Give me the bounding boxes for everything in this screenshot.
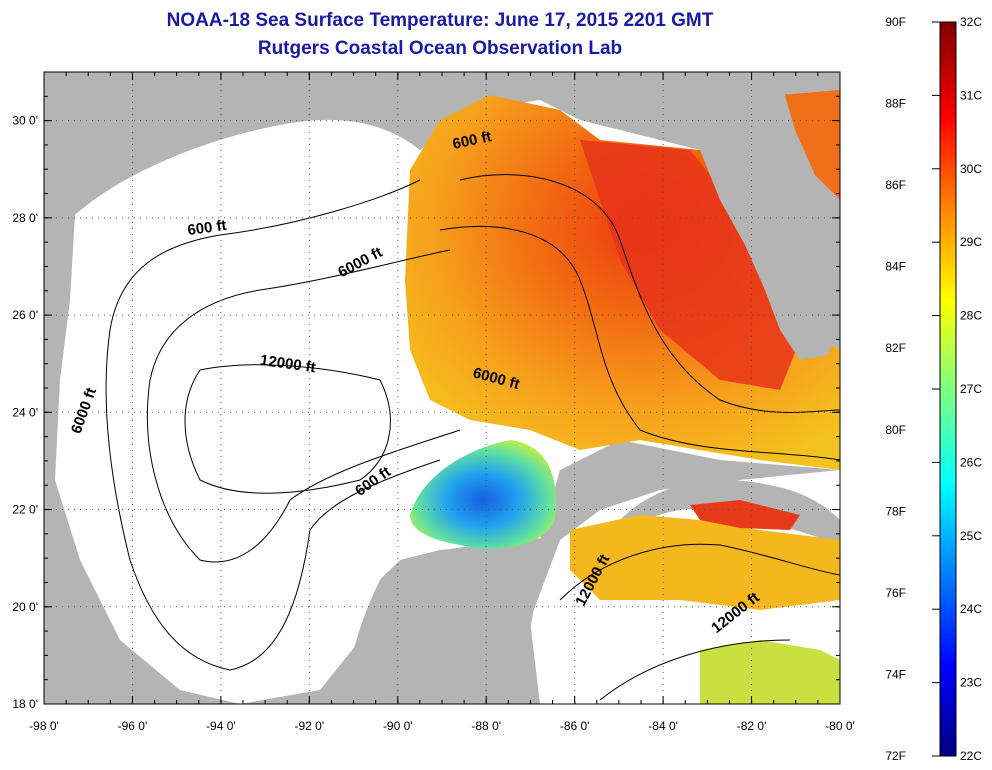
x-tick-label: -84 0': [648, 719, 678, 733]
colorbar-f-label: 86F: [885, 178, 906, 192]
sst-hot-shelf: [580, 140, 800, 390]
colorbar-f-label: 82F: [885, 341, 906, 355]
contour-6000ft-east: [439, 226, 840, 461]
contour-label: 600 ft: [186, 217, 227, 239]
contour-600ft-west: [105, 179, 441, 671]
colorbar-c-label: 28C: [960, 309, 982, 323]
x-tick-label: -94 0': [206, 719, 236, 733]
colorbar-c-label: 31C: [960, 88, 982, 102]
colorbar: [939, 21, 957, 757]
colorbar-c-label: 30C: [960, 162, 982, 176]
x-tick-label: -90 0': [383, 719, 413, 733]
y-tick-label: 28 0': [12, 211, 38, 225]
x-tick-label: -96 0': [118, 719, 148, 733]
y-tick-label: 18 0': [12, 697, 38, 711]
sst-florida-east: [778, 72, 840, 200]
y-tick-label: 24 0': [12, 405, 38, 419]
colorbar-f-label: 88F: [885, 97, 906, 111]
sst-caribbean: [570, 515, 840, 610]
colorbar-f-label: 78F: [885, 504, 906, 518]
contour-caribbean: [559, 543, 840, 701]
colorbar-f-label: 80F: [885, 423, 906, 437]
colorbar-f-label: 90F: [885, 15, 906, 29]
sst-cool-field: [410, 440, 557, 549]
contour-6000ft-west: [147, 249, 461, 563]
colorbar-c-label: 22C: [960, 749, 982, 763]
y-tick-label: 30 0': [12, 114, 38, 128]
axis-ticks: -98 0' -96 0' -94 0' -92 0' -90 0' -88 0' -86 …: [12, 71, 855, 733]
northern-coast-land: [280, 72, 840, 150]
yucatan-land: [340, 537, 545, 704]
x-tick-label: -88 0': [471, 719, 501, 733]
y-tick-label: 26 0': [12, 308, 38, 322]
x-tick-label: -86 0': [560, 719, 590, 733]
contour-600ft-east: [459, 174, 840, 413]
graticule: [44, 72, 840, 704]
colorbar-c-label: 27C: [960, 382, 982, 396]
colorbar-c-label: 26C: [960, 455, 982, 469]
colorbar-f-label: 72F: [885, 749, 906, 763]
x-tick-label: -98 0': [29, 719, 59, 733]
florida-land: [700, 140, 838, 360]
x-tick-label: -92 0': [295, 719, 325, 733]
map-title: NOAA-18 Sea Surface Temperature: June 17…: [166, 10, 714, 31]
sst-caribbean-hot: [690, 500, 800, 530]
colorbar-c-label: 32C: [960, 15, 982, 29]
colorbar-c-label: 24C: [960, 602, 982, 616]
colorbar-f-label: 74F: [885, 667, 906, 681]
map-subtitle: Rutgers Coastal Ocean Observation Lab: [257, 38, 623, 59]
contour-12000ft: [184, 364, 391, 494]
colorbar-c-label: 23C: [960, 676, 982, 690]
sst-caribbean-south: [700, 640, 840, 704]
x-tick-label: -82 0': [737, 719, 767, 733]
colorbar-labels: 90F 88F 86F 84F 82F 80F 78F 76F 74F 72F 32C 31C 30C 2…: [885, 15, 982, 763]
colorbar-f-label: 84F: [885, 260, 906, 274]
y-tick-label: 22 0': [12, 503, 38, 517]
x-tick-label: -80 0': [825, 719, 855, 733]
colorbar-f-label: 76F: [885, 586, 906, 600]
colorbar-c-label: 25C: [960, 529, 982, 543]
y-tick-label: 20 0': [12, 600, 38, 614]
colorbar-c-label: 29C: [960, 235, 982, 249]
